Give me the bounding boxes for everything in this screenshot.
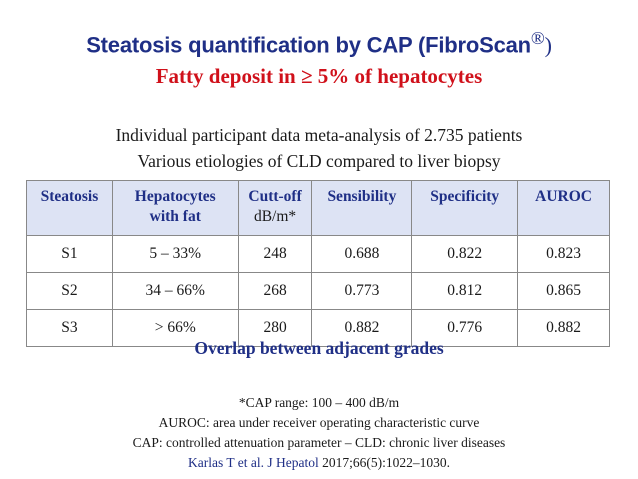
- cell-grade: S2: [26, 272, 113, 310]
- intro-text: Individual participant data meta-analysi…: [0, 122, 638, 174]
- registered-mark: ®: [530, 28, 545, 48]
- cell-hepatocytes: > 66%: [111, 309, 239, 347]
- slide-title-text: Steatosis quantification by CAP (FibroSc…: [86, 32, 531, 58]
- cell-cutoff: 268: [237, 272, 313, 310]
- footnotes: *CAP range: 100 – 400 dB/m AUROC: area u…: [0, 393, 638, 473]
- cell-sensibility: 0.882: [311, 309, 413, 347]
- slide-subtitle: Fatty deposit in ≥ 5% of hepatocytes: [155, 64, 483, 88]
- header-sensibility: Sensibility: [311, 180, 413, 236]
- table-row: S2 34 – 66% 268 0.773 0.812 0.865: [26, 272, 610, 310]
- cap-definition: CAP: controlled attenuation parameter – …: [132, 435, 506, 450]
- cap-accuracy-table: Steatosis Hepatocytes with fat Cutt-off dB…: [26, 180, 610, 347]
- table-row: S1 5 – 33% 248 0.688 0.822 0.823: [26, 235, 610, 273]
- intro-line-1: Individual participant data meta-analysi…: [115, 125, 523, 145]
- table-row: S3 > 66% 280 0.882 0.776 0.882: [26, 309, 610, 347]
- header-steatosis: Steatosis: [26, 180, 113, 236]
- cell-auroc: 0.882: [517, 309, 610, 347]
- cell-hepatocytes: 5 – 33%: [111, 235, 239, 273]
- header-hepatocytes-line1: Hepatocytes: [134, 188, 216, 205]
- cell-specificity: 0.812: [411, 272, 519, 310]
- reference: Karlas T et al. J Hepatol 2017;66(5):102…: [0, 453, 638, 473]
- cap-range-note: *CAP range: 100 – 400 dB/m: [238, 395, 400, 410]
- reference-details: 2017;66(5):1022–1030.: [318, 455, 450, 470]
- cell-cutoff: 248: [237, 235, 313, 273]
- slide-title: Steatosis quantification by CAP (FibroSc…: [0, 28, 638, 58]
- cell-sensibility: 0.688: [311, 235, 413, 273]
- cell-grade: S1: [26, 235, 113, 273]
- header-cutoff-unit: dB/m*: [253, 208, 297, 225]
- header-specificity: Specificity: [411, 180, 519, 236]
- cell-hepatocytes: 34 – 66%: [111, 272, 239, 310]
- cell-specificity: 0.822: [411, 235, 519, 273]
- cell-auroc: 0.865: [517, 272, 610, 310]
- slide-title-close: ): [544, 32, 552, 58]
- header-cutoff: Cutt-off dB/m*: [237, 180, 313, 236]
- cell-grade: S3: [26, 309, 113, 347]
- reference-authors: Karlas T et al. J Hepatol: [188, 455, 319, 470]
- auroc-definition: AUROC: area under receiver operating cha…: [158, 415, 480, 430]
- header-auroc: AUROC: [517, 180, 610, 236]
- cell-auroc: 0.823: [517, 235, 610, 273]
- intro-line-2: Various etiologies of CLD compared to li…: [137, 151, 501, 171]
- header-hepatocytes-line2: with fat: [149, 208, 201, 225]
- overlap-note: Overlap between adjacent grades: [194, 338, 444, 358]
- header-hepatocytes: Hepatocytes with fat: [111, 180, 239, 236]
- header-cutoff-line1: Cutt-off: [248, 188, 302, 205]
- table-header-row: Steatosis Hepatocytes with fat Cutt-off dB…: [26, 180, 610, 236]
- cell-sensibility: 0.773: [311, 272, 413, 310]
